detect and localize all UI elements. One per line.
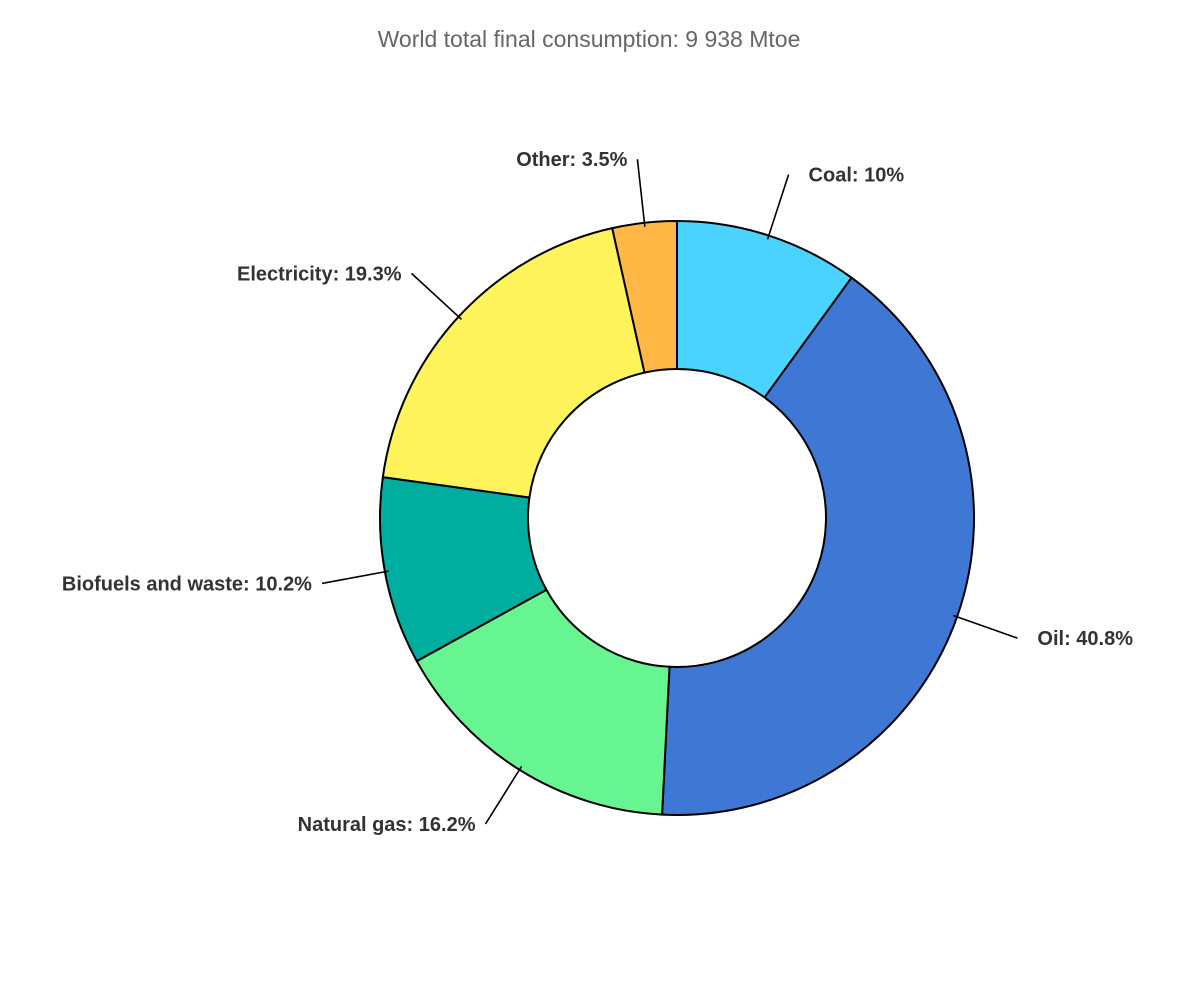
leader-line-biofuels-and-waste (321, 570, 389, 585)
donut-slices (378, 220, 975, 816)
slice-label-coal: Coal: 10% (809, 165, 905, 187)
slice-oil[interactable] (661, 276, 975, 816)
leader-line-electricity (410, 272, 463, 321)
leader-line-oil (953, 614, 1018, 639)
slice-other[interactable] (611, 220, 678, 374)
slice-natural-gas[interactable] (415, 588, 671, 816)
slice-electricity[interactable] (381, 227, 646, 499)
leader-line-other (636, 159, 646, 227)
slice-label-other: Other: 3.5% (516, 149, 627, 171)
slice-label-electricity: Electricity: 19.3% (237, 263, 402, 285)
slice-labels: Coal: 10% Oil: 40.8% Natural gas: 16.2% Bio… (62, 149, 1133, 836)
slice-label-oil: Oil: 40.8% (1037, 628, 1133, 650)
leader-line-coal (766, 174, 790, 240)
slice-label-natural-gas: Natural gas: 16.2% (298, 814, 476, 836)
leader-line-natural-gas (484, 765, 523, 825)
slice-label-biofuels-and-waste: Biofuels and waste: 10.2% (62, 573, 312, 595)
chart-title: World total final consumption: 9 938 Mto… (377, 26, 801, 52)
